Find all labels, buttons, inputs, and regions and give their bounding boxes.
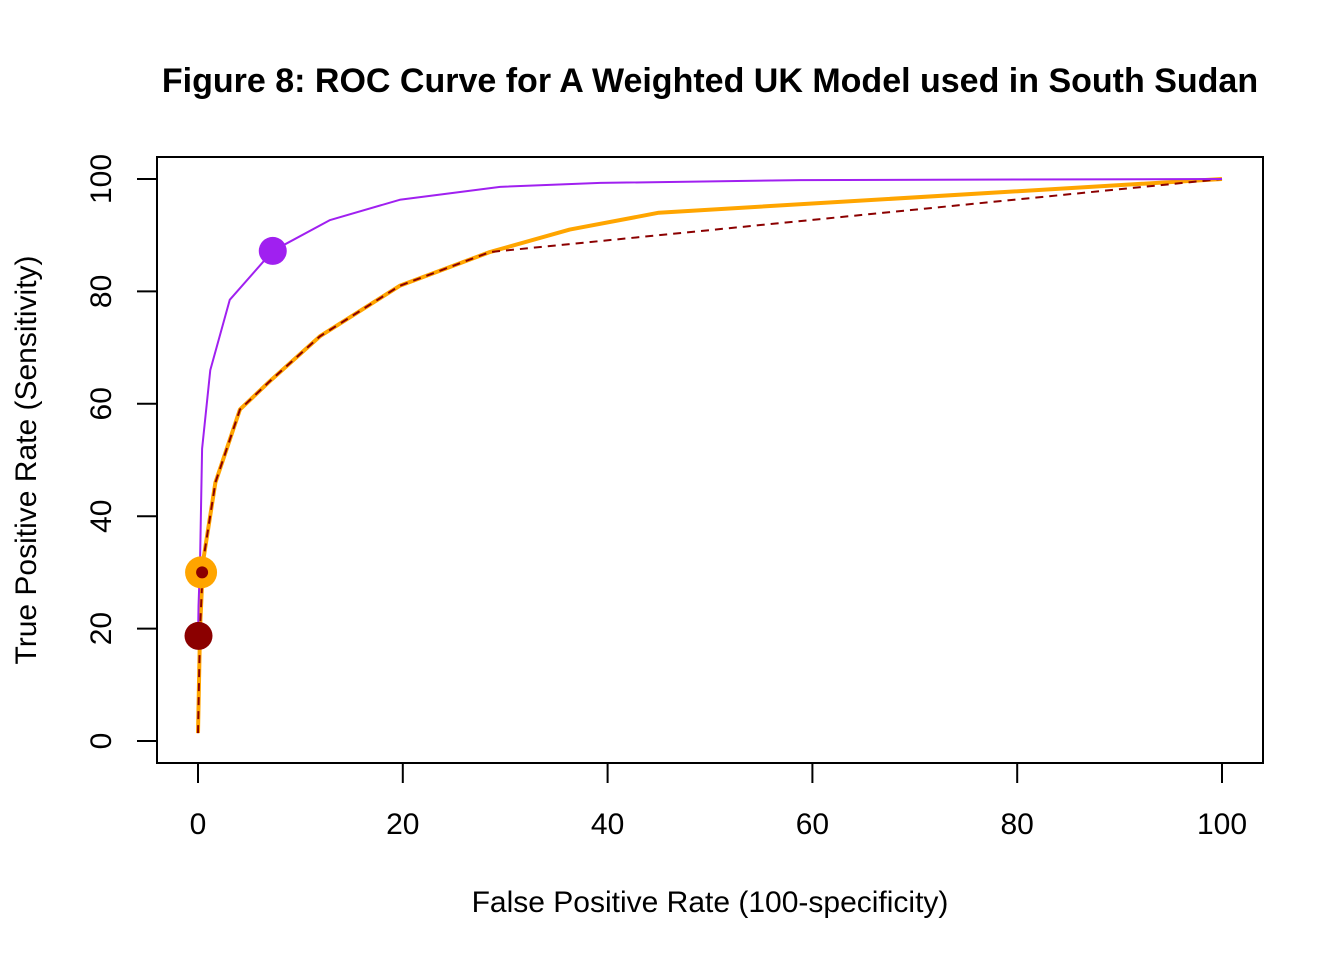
x-tick-label: 100 xyxy=(1197,808,1247,841)
purple-curve xyxy=(197,178,1223,640)
y-axis-label: True Positive Rate (Sensitivity) xyxy=(10,255,43,664)
darkred-small-point xyxy=(196,566,209,579)
x-tick-label: 60 xyxy=(796,808,829,841)
darkred-large-point xyxy=(184,621,213,650)
points-layer xyxy=(184,236,287,650)
chart-title: Figure 8: ROC Curve for A Weighted UK Mo… xyxy=(162,62,1258,100)
plot-frame xyxy=(156,156,1264,764)
x-tick-label: 20 xyxy=(386,808,419,841)
y-axis: 0 20 40 60 80 100 xyxy=(85,154,158,750)
purple-point xyxy=(258,236,287,265)
x-axis: 0 20 40 60 80 100 xyxy=(190,762,1247,841)
x-axis-label: False Positive Rate (100-specificity) xyxy=(472,886,949,919)
y-tick-label: 20 xyxy=(85,612,118,645)
x-tick-label: 40 xyxy=(591,808,624,841)
darkred-dashed-curve xyxy=(197,178,1223,734)
orange-curve xyxy=(196,177,1223,734)
y-tick-label: 80 xyxy=(85,275,118,308)
x-tick-label: 0 xyxy=(190,808,207,841)
y-tick-label: 60 xyxy=(85,387,118,420)
y-tick-label: 100 xyxy=(85,154,118,204)
series-layer xyxy=(196,177,1223,734)
y-tick-label: 0 xyxy=(85,733,118,750)
y-tick-label: 40 xyxy=(85,500,118,533)
x-tick-label: 80 xyxy=(1001,808,1034,841)
